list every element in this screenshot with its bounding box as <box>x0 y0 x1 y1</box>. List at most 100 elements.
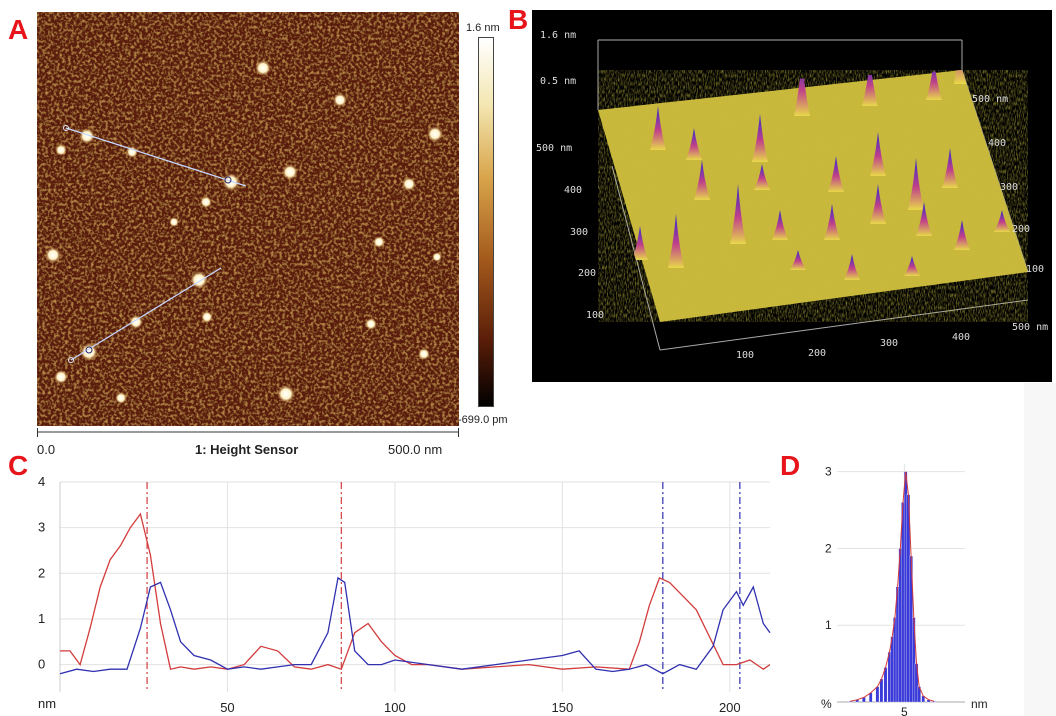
surface-peak <box>754 164 770 190</box>
afm-particle <box>115 392 127 404</box>
left-axis-label: 500 nm <box>536 143 572 154</box>
x-tick-label: 5 <box>901 705 908 716</box>
right-axis-label: 300 <box>1000 182 1018 193</box>
y-tick-label: 2 <box>825 541 832 555</box>
surface-peak <box>828 156 844 192</box>
y-tick-label: 4 <box>38 474 45 489</box>
surface-peak <box>926 70 942 100</box>
afm-3d-surface: 1.6 nm 0.5 nm 500 nm 400 300 200 100 100… <box>532 10 1052 382</box>
afm-particle <box>55 144 67 156</box>
histogram-bar <box>879 678 884 703</box>
histogram-bar <box>848 701 853 703</box>
panel-label-d: D <box>780 450 801 481</box>
z-mid-label: 0.5 nm <box>540 76 576 87</box>
histogram-bar <box>932 701 936 703</box>
surface-peak <box>844 254 860 280</box>
afm-particle <box>169 217 179 227</box>
histogram-envelope <box>850 471 935 702</box>
bottom-axis-label: 200 <box>808 348 826 359</box>
afm-particle <box>432 252 442 262</box>
surface-peak <box>632 226 648 260</box>
afm-particle <box>222 173 240 191</box>
surface-peak <box>686 128 702 160</box>
surface-peak <box>650 106 666 150</box>
profile-markers <box>146 482 741 692</box>
surface-peak <box>772 210 788 240</box>
bottom-axis-label: 400 <box>952 332 970 343</box>
y-tick-label: 0 <box>38 657 45 672</box>
afm-particle <box>333 93 347 107</box>
afm-particle <box>373 236 385 248</box>
x-tick-label: 100 <box>384 700 406 715</box>
profile-series-1 <box>60 512 771 671</box>
profile-series <box>59 512 771 675</box>
afm-particle <box>282 164 298 180</box>
y-tick-label: 1 <box>825 618 832 632</box>
afm-particle <box>54 370 68 384</box>
afm-scale-axis <box>37 428 459 437</box>
histogram-bar <box>883 667 888 703</box>
panel-label-c: C <box>8 450 29 481</box>
right-axis-label: 500 nm <box>972 94 1008 105</box>
surface-peak <box>694 160 710 200</box>
surface-peak <box>752 114 768 162</box>
profile-grid <box>59 481 770 692</box>
surface-labels: 1.6 nm 0.5 nm 500 nm 400 300 200 100 100… <box>536 30 1048 361</box>
profile-line-1 <box>63 125 247 187</box>
surface-peak <box>790 250 806 270</box>
left-axis-label: 100 <box>586 310 604 321</box>
afm-particle <box>45 247 61 263</box>
left-axis-label: 300 <box>570 227 588 238</box>
surface-peak <box>794 70 810 116</box>
histogram-bar <box>875 686 880 703</box>
surface-peak <box>824 204 840 240</box>
y-axis-label: nm <box>38 696 56 711</box>
surface-peak <box>870 132 886 176</box>
profile-series-2 <box>59 576 771 675</box>
bottom-axis-label: 300 <box>880 338 898 349</box>
surface-peak <box>870 184 886 224</box>
surface-peaks <box>632 70 1010 280</box>
y-tick-label: 2 <box>38 565 45 580</box>
afm-particle <box>201 311 213 323</box>
bottom-axis-label: 500 nm <box>1012 322 1048 333</box>
afm-particle <box>427 126 443 142</box>
height-colorbar <box>478 37 494 407</box>
afm-particle <box>418 348 430 360</box>
surface-peak <box>862 70 878 106</box>
afm-particle <box>255 60 271 76</box>
y-tick-label: 1 <box>38 611 45 626</box>
x-tick-label: 50 <box>220 700 234 715</box>
afm-background <box>37 12 459 426</box>
afm-axis-start: 0.0 <box>37 442 56 457</box>
afm-height-image <box>37 12 459 426</box>
z-max-label: 1.6 nm <box>540 30 576 41</box>
afm-image-title: 1: Height Sensor <box>195 442 299 457</box>
surface-plane <box>598 70 1028 322</box>
histogram-bar <box>868 692 873 703</box>
surface-peak <box>668 214 684 268</box>
afm-particle <box>190 271 208 289</box>
panel-label-a: A <box>8 14 29 45</box>
afm-particle <box>365 318 377 330</box>
y-axis-label: % <box>821 697 832 711</box>
profile-line-2 <box>68 267 222 363</box>
right-axis-label: 400 <box>988 138 1006 149</box>
surface-peak <box>994 210 1010 232</box>
surface-peak <box>916 202 932 236</box>
histogram-axis-labels: 1 2 3 5% nm <box>821 465 988 716</box>
height-profile-chart: 0 1 2 3 4 50 100 150 200 nm <box>38 474 771 715</box>
right-axis-label: 200 <box>1012 224 1030 235</box>
left-axis-label: 200 <box>578 268 596 279</box>
background-strip <box>1024 383 1056 716</box>
surface-peak <box>730 184 746 244</box>
afm-particle <box>80 343 98 361</box>
afm-particle <box>200 196 212 208</box>
bottom-axis-label: 100 <box>736 350 754 361</box>
surface-peak <box>942 148 958 188</box>
afm-particle <box>277 385 295 403</box>
colorbar-min-label: -699.0 pm <box>458 414 508 426</box>
y-tick-label: 3 <box>38 520 45 535</box>
surface-peak <box>908 158 924 210</box>
surface-peak <box>954 220 970 250</box>
